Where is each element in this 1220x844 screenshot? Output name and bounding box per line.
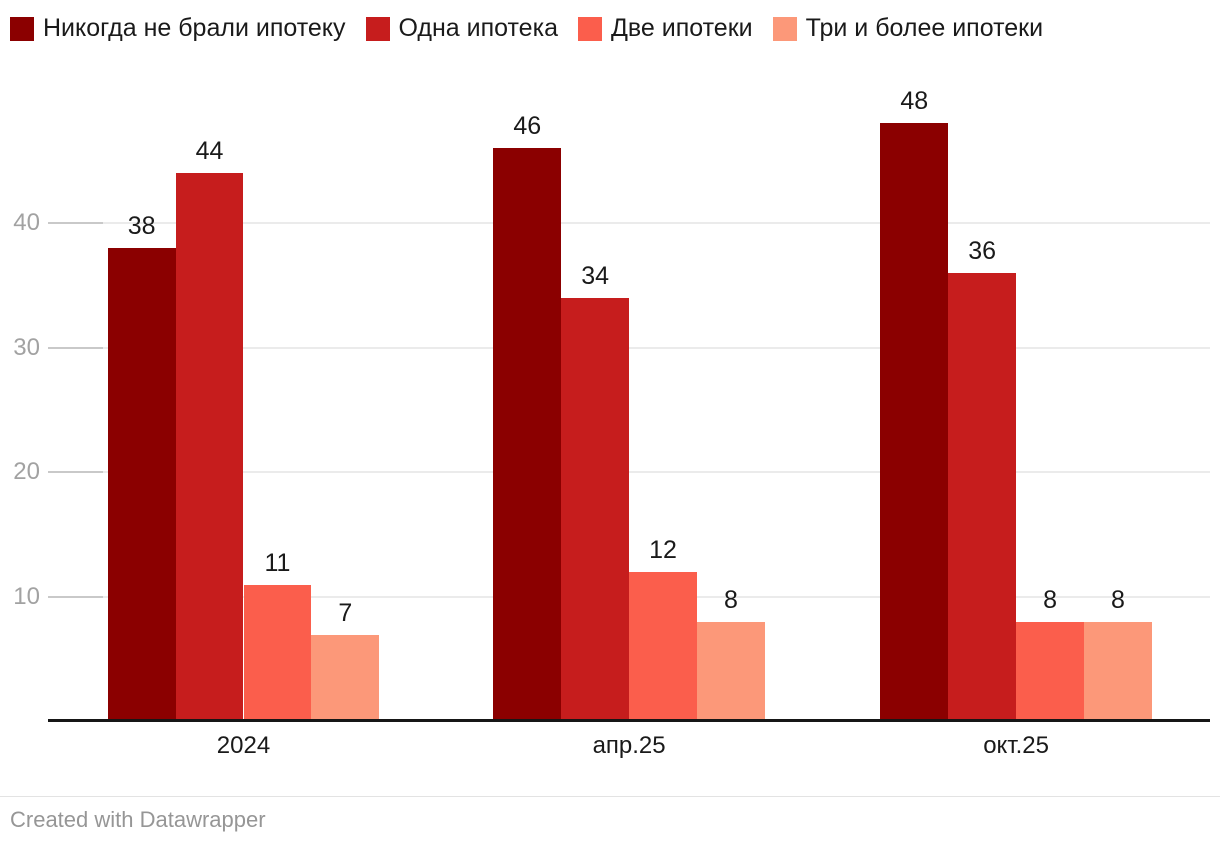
footer-divider [0,796,1220,797]
y-axis-tick [48,471,103,474]
y-axis-tick-label: 10 [13,583,40,611]
bar [948,272,1017,722]
bar-value-label: 12 [649,536,677,565]
x-axis-category-label: апр.25 [592,732,666,759]
bar [561,297,630,722]
bar [243,584,312,722]
legend-label: Две ипотеки [610,14,753,42]
legend-label: Три и более ипотеки [805,14,1044,42]
bar-value-label: 36 [968,236,997,265]
bar-value-label: 7 [338,598,353,627]
x-axis-category-label: 2024 [216,732,271,759]
y-axis-tick-label: 30 [13,333,40,361]
bar [697,622,765,722]
legend: Никогда не брали ипотеку Одна ипотека Две … [10,14,1043,43]
bar-value-label: 8 [1043,586,1057,615]
bar [493,147,562,722]
bar-value-label: 11 [264,548,291,577]
legend-item: Три и более ипотеки [772,14,1044,43]
bar [1084,622,1152,722]
datawrapper-credit-link[interactable]: Created with Datawrapper [10,807,266,832]
bar [311,634,380,722]
legend-item: Одна ипотека [365,14,558,43]
bar [880,122,949,722]
y-axis-tick [48,346,103,349]
legend-swatch-icon [772,16,797,41]
bar-value-label: 38 [127,211,156,240]
legend-swatch-icon [10,16,34,41]
legend-item: Две ипотеки [577,14,753,43]
bar [629,572,697,722]
legend-label: Никогда не брали ипотеку [43,14,346,42]
gridline [48,221,1210,224]
legend-item: Никогда не брали ипотеку [10,14,346,43]
bar-value-label: 48 [900,86,929,115]
bar [175,172,244,722]
y-axis-tick-label: 40 [13,208,40,236]
bar-value-label: 46 [513,111,542,140]
bar-value-label: 44 [195,136,224,165]
bar [107,247,176,722]
y-axis-tick [48,221,103,224]
bar-value-label: 8 [1110,586,1125,615]
y-axis-tick [48,596,103,599]
bar-value-label: 8 [723,586,738,615]
legend-label: Одна ипотека [398,14,558,42]
y-axis-tick-label: 20 [13,458,40,486]
legend-swatch-icon [365,16,390,41]
legend-swatch-icon [577,16,602,41]
bar-value-label: 34 [581,261,610,290]
x-axis-category-label: окт.25 [983,732,1049,759]
x-axis-baseline [48,719,1210,722]
bar [1016,622,1084,722]
